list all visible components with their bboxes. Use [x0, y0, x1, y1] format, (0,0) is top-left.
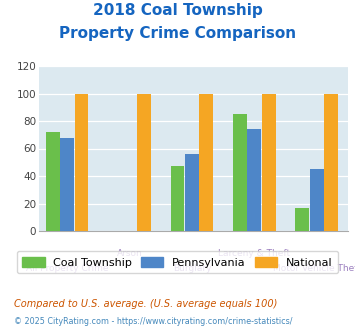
Legend: Coal Township, Pennsylvania, National: Coal Township, Pennsylvania, National [17, 251, 338, 273]
Bar [295, 208, 309, 231]
Text: All Property Crime: All Property Crime [26, 264, 108, 273]
Bar [233, 114, 247, 231]
Text: Burglary: Burglary [173, 264, 211, 273]
Text: Larceny & Theft: Larceny & Theft [218, 249, 290, 258]
Bar [185, 154, 199, 231]
Text: © 2025 CityRating.com - https://www.cityrating.com/crime-statistics/: © 2025 CityRating.com - https://www.city… [14, 317, 293, 326]
Bar [171, 166, 185, 231]
Bar [137, 93, 151, 231]
Bar [200, 93, 213, 231]
Text: 2018 Coal Township: 2018 Coal Township [93, 3, 262, 18]
Text: Arson: Arson [117, 249, 142, 258]
Bar [262, 93, 275, 231]
Text: Property Crime Comparison: Property Crime Comparison [59, 26, 296, 41]
Bar [60, 138, 74, 231]
Text: Motor Vehicle Theft: Motor Vehicle Theft [273, 264, 355, 273]
Bar [324, 93, 338, 231]
Bar [247, 129, 261, 231]
Bar [310, 169, 323, 231]
Text: Compared to U.S. average. (U.S. average equals 100): Compared to U.S. average. (U.S. average … [14, 299, 278, 309]
Bar [46, 132, 60, 231]
Bar [75, 93, 88, 231]
